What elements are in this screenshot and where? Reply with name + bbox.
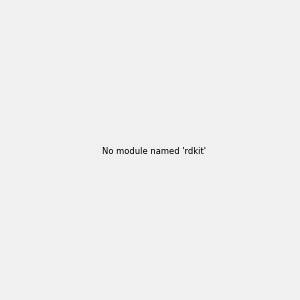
Text: No module named 'rdkit': No module named 'rdkit' (102, 147, 206, 156)
